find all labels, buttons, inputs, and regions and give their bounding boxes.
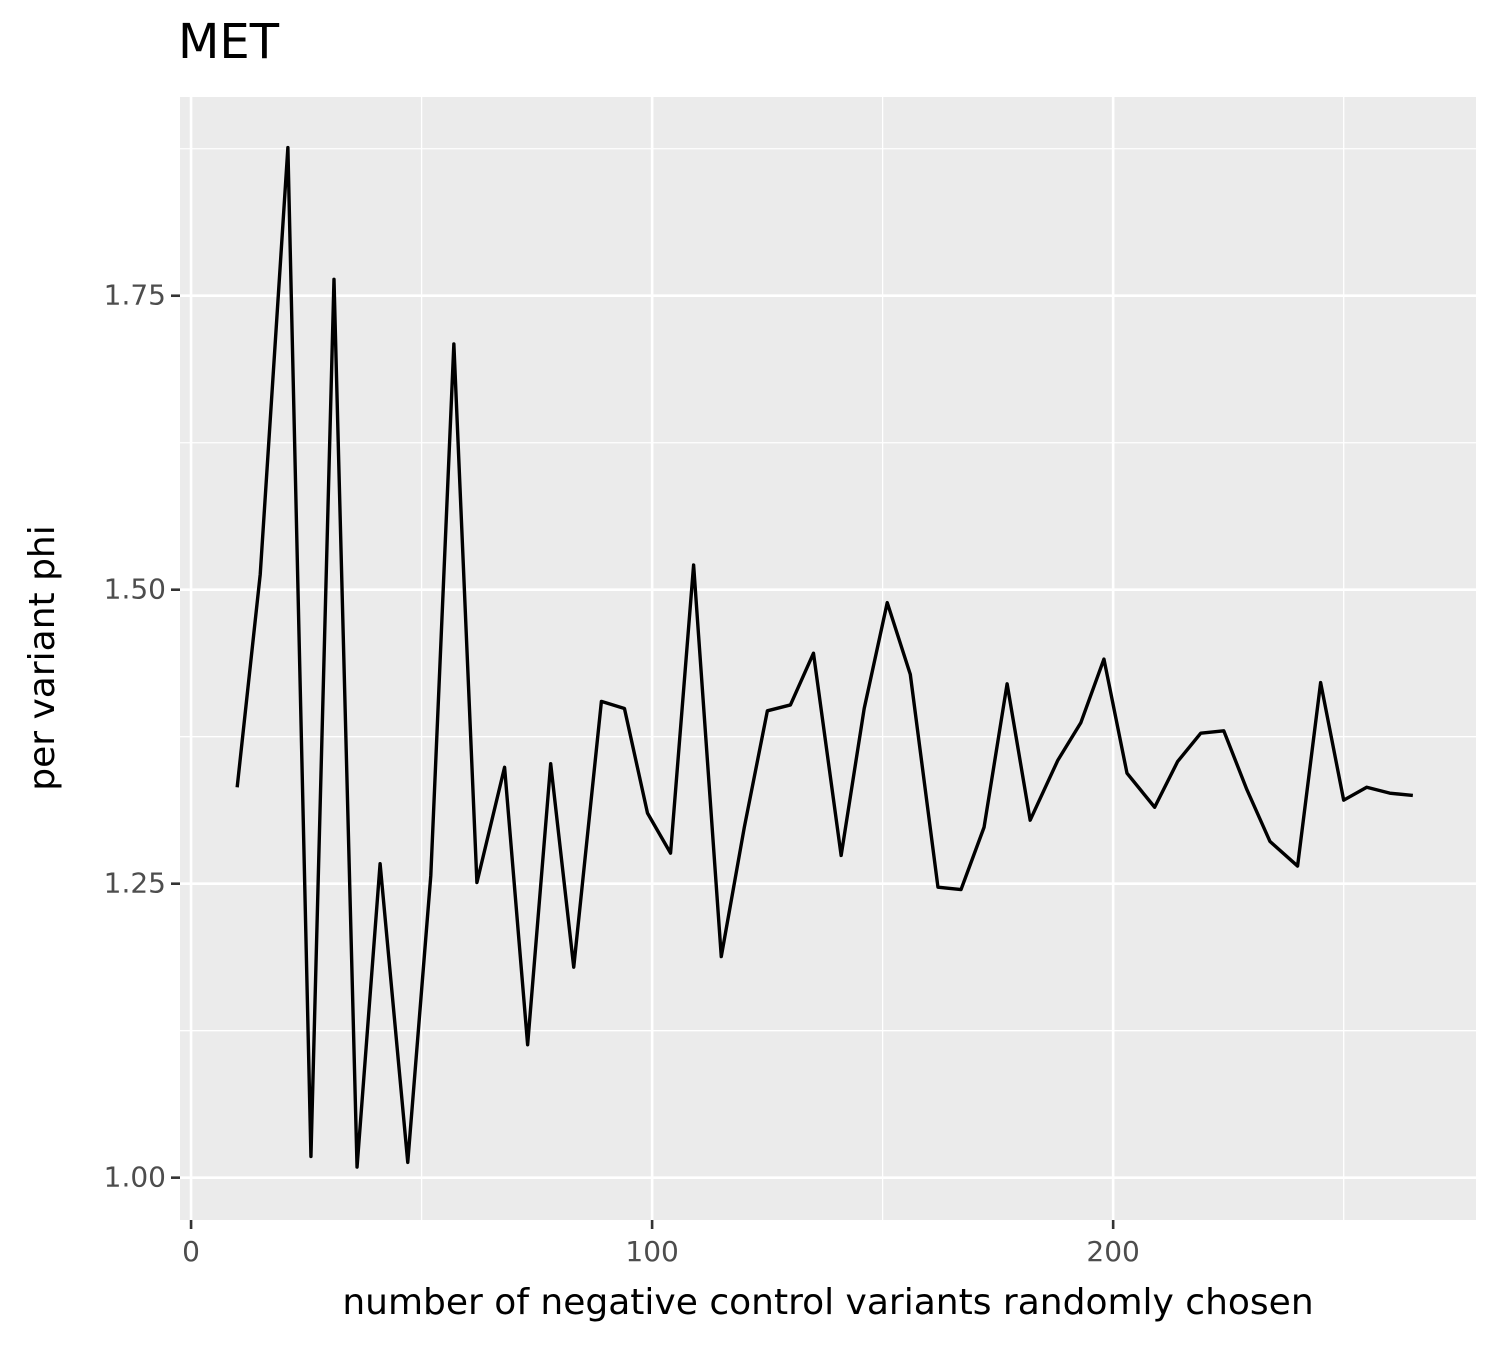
y-tick-label: 1.25 — [104, 867, 166, 900]
y-tick-label: 1.50 — [104, 573, 166, 606]
marks — [235, 145, 1414, 1169]
chart-title: MET — [178, 14, 280, 70]
line — [235, 145, 1414, 1169]
x-tick-label: 0 — [182, 1235, 200, 1268]
x-tick-label: 100 — [625, 1235, 678, 1268]
x-axis-title: number of negative control variants rand… — [342, 1282, 1313, 1323]
y-tick-label: 1.75 — [104, 279, 166, 312]
y-tick-label: 1.00 — [104, 1161, 166, 1194]
y-axis-title: per variant phi — [22, 525, 63, 791]
x-tick-label: 200 — [1086, 1235, 1139, 1268]
grid — [180, 97, 1476, 1220]
panel — [180, 97, 1476, 1220]
